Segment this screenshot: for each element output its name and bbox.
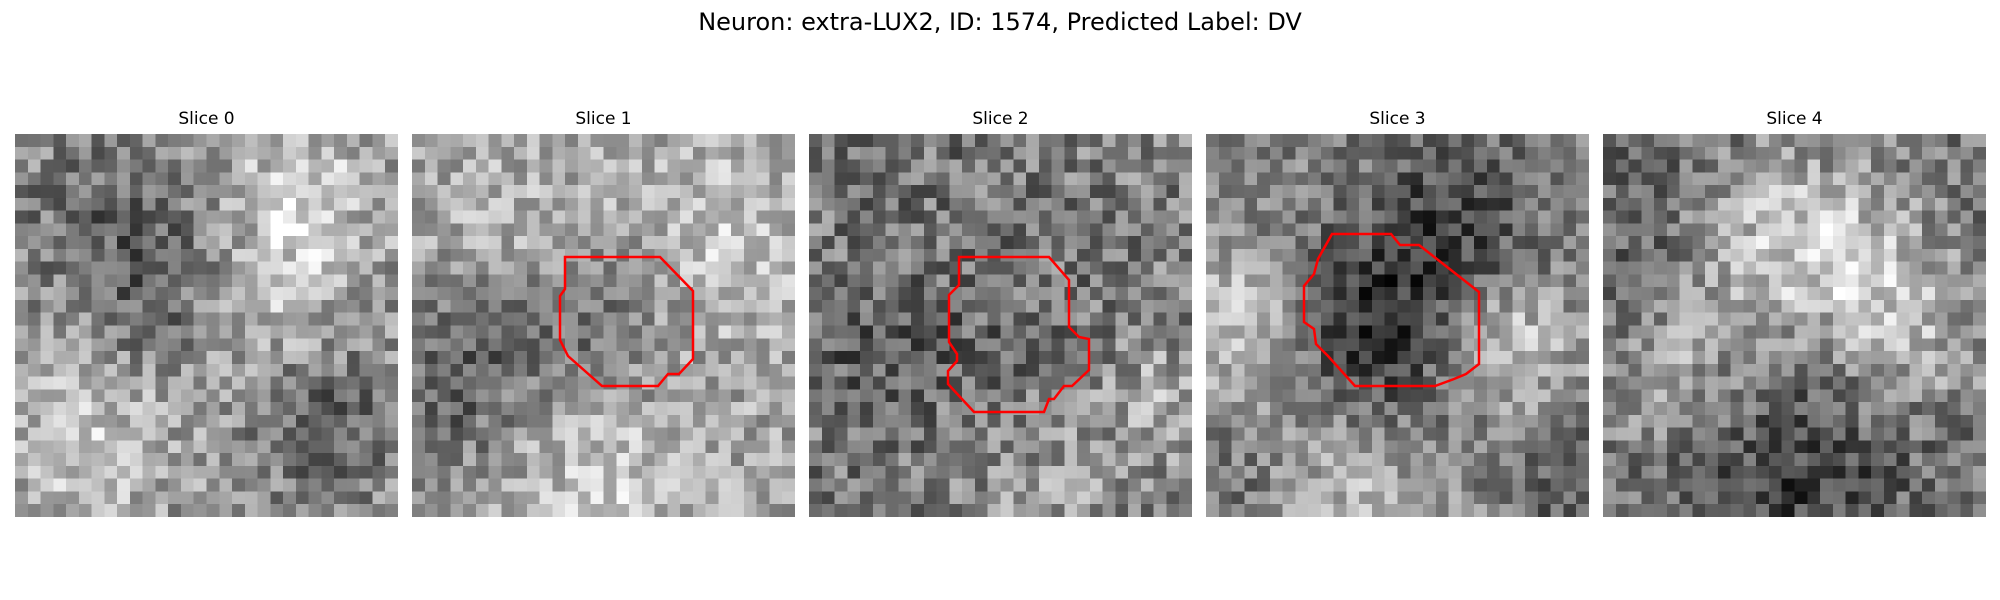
roi-contour xyxy=(946,255,1091,414)
figure-title: Neuron: extra-LUX2, ID: 1574, Predicted … xyxy=(698,8,1302,36)
roi-contour xyxy=(1302,232,1481,388)
slice-image xyxy=(1206,134,1589,517)
slice-image xyxy=(15,134,398,517)
roi-contour xyxy=(558,255,695,388)
slice-image xyxy=(412,134,795,517)
slice-image xyxy=(1603,134,1986,517)
slice-title: Slice 4 xyxy=(1766,109,1823,129)
slice-title: Slice 0 xyxy=(178,109,235,129)
slice-title: Slice 2 xyxy=(972,109,1029,129)
slice-image xyxy=(809,134,1192,517)
slice-title: Slice 1 xyxy=(575,109,632,129)
slice-title: Slice 3 xyxy=(1369,109,1426,129)
